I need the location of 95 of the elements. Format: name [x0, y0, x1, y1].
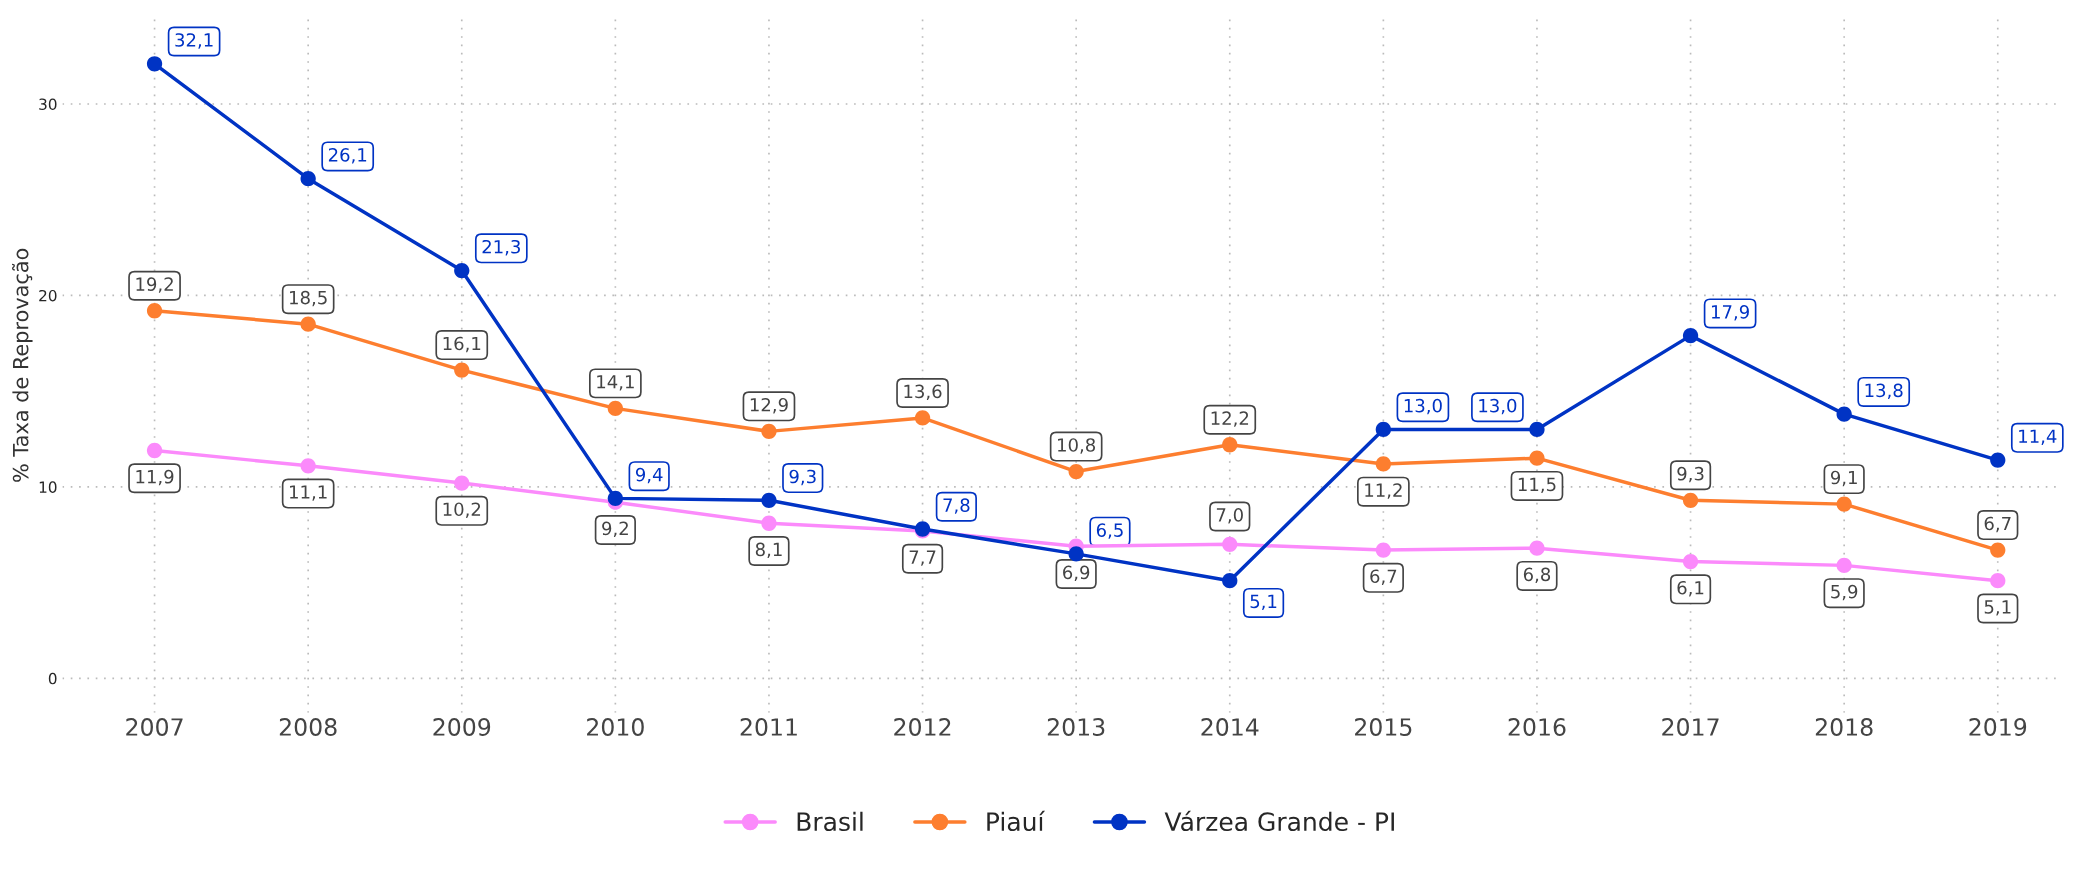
x-tick-label: 2014: [1201, 718, 1259, 736]
point: [146, 303, 163, 319]
point: [146, 56, 163, 72]
point: [1990, 452, 2006, 468]
point: [761, 492, 777, 508]
data-label: 7,0: [1216, 508, 1243, 524]
point: [1375, 421, 1391, 438]
y-tick-label: 20: [39, 289, 57, 302]
data-label: 11,2: [1365, 483, 1402, 499]
point: [300, 171, 316, 187]
y-tick-label: 30: [39, 98, 57, 110]
point: [1375, 456, 1391, 472]
point: [607, 400, 623, 417]
data-label: 7,7: [909, 550, 936, 566]
data-label: 21,3: [482, 239, 520, 256]
data-label: 13,8: [1865, 383, 1903, 399]
data-label: 9,1: [1830, 470, 1857, 487]
point: [914, 410, 931, 426]
data-label: 13,0: [1404, 398, 1442, 415]
point: [454, 362, 470, 378]
data-label: 26,1: [328, 148, 367, 164]
point: [1836, 557, 1852, 574]
point: [1990, 542, 2006, 558]
legend-label: Piauí: [987, 810, 1046, 832]
data-label: 11,4: [2019, 429, 2057, 445]
data-label: 12,2: [1211, 411, 1249, 427]
data-label: 5,1: [1984, 600, 2011, 616]
point: [761, 423, 777, 439]
y-tick-label: 10: [39, 481, 57, 493]
point: [1222, 536, 1238, 552]
point: [454, 475, 470, 491]
data-label: 6,1: [1677, 580, 1704, 597]
legend-label: Brasil: [797, 811, 863, 832]
point: [1529, 421, 1545, 438]
point: [607, 490, 623, 507]
point: [300, 316, 316, 332]
point: [454, 262, 470, 279]
data-label: 9,3: [1677, 466, 1704, 483]
data-label: 32,1: [175, 33, 213, 49]
data-label: 11,5: [1518, 477, 1556, 494]
data-label: 9,3: [789, 469, 816, 486]
data-label: 5,1: [1250, 594, 1277, 610]
point: [1529, 540, 1545, 556]
point: [1222, 437, 1238, 453]
x-tick-label: 2018: [1815, 718, 1873, 736]
data-label: 9,2: [602, 521, 628, 538]
x-tick-label: 2012: [894, 718, 951, 736]
data-label: 13,0: [1479, 398, 1517, 415]
x-tick-label: 2011: [740, 718, 797, 736]
x-tick-label: 2017: [1662, 718, 1719, 736]
point: [300, 458, 316, 474]
point: [1682, 553, 1699, 570]
point: [1375, 542, 1391, 558]
y-axis-title: % Taxa de Reprovação: [12, 248, 33, 482]
data-label: 13,6: [904, 384, 942, 401]
data-label: 6,8: [1523, 567, 1551, 584]
data-label: 6,5: [1096, 523, 1123, 539]
point: [1068, 463, 1084, 480]
point: [1682, 328, 1699, 344]
data-label: 6,7: [1370, 569, 1397, 585]
data-label: 18,5: [290, 290, 327, 307]
point: [761, 515, 777, 531]
x-tick-label: 2010: [587, 718, 644, 736]
point: [1682, 492, 1699, 508]
data-label: 9,4: [635, 467, 663, 484]
data-label: 19,2: [136, 277, 173, 293]
point: [1836, 496, 1852, 512]
data-label: 11,9: [136, 469, 174, 486]
y-tick-label: 0: [48, 672, 57, 685]
data-label: 5,9: [1831, 584, 1858, 601]
point: [1222, 573, 1238, 589]
x-tick-label: 2007: [126, 718, 183, 736]
data-label: 11,1: [290, 485, 327, 501]
point: [1990, 573, 2006, 589]
point: [1068, 546, 1084, 562]
data-label: 6,7: [1984, 516, 2011, 533]
x-tick-label: 2015: [1355, 718, 1412, 736]
data-label: 10,8: [1058, 438, 1096, 454]
x-tick-label: 2008: [279, 718, 337, 736]
x-tick-label: 2013: [1047, 718, 1105, 736]
data-label: 8,1: [755, 542, 782, 559]
point: [1836, 406, 1852, 422]
data-label: 10,2: [443, 502, 481, 518]
legend-label: Várzea Grande - PI: [1164, 810, 1394, 832]
data-label: 16,1: [443, 336, 481, 353]
data-label: 12,9: [750, 397, 788, 414]
x-tick-label: 2019: [1969, 718, 2027, 736]
data-label: 17,9: [1711, 304, 1749, 321]
data-label: 6,9: [1063, 565, 1090, 582]
data-label: 7,8: [943, 498, 970, 514]
data-label: 14,1: [597, 375, 634, 391]
point: [146, 442, 163, 459]
x-tick-label: 2009: [433, 718, 491, 736]
point: [1529, 450, 1545, 466]
x-tick-label: 2016: [1508, 718, 1566, 736]
